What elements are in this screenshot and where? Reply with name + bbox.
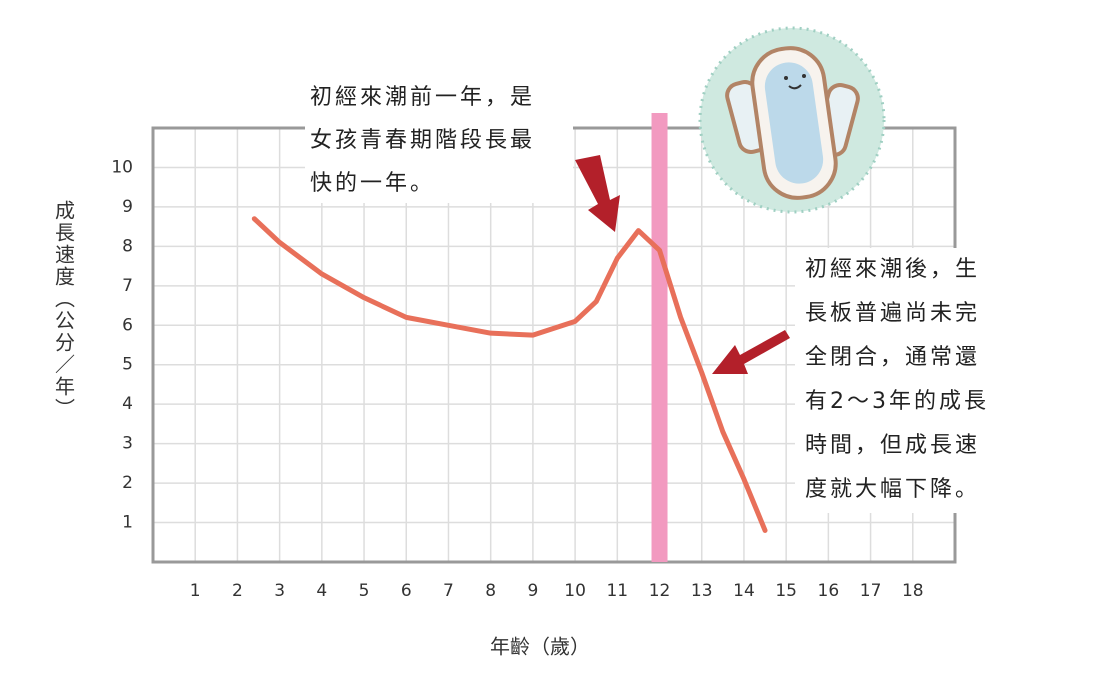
x-tick-label: 17 [860, 581, 882, 601]
annotation-text: 初經來潮前一年，是 [310, 85, 535, 110]
x-tick-label: 3 [274, 581, 285, 601]
x-tick-label: 2 [232, 581, 243, 601]
annotation-text: 度就大幅下降。 [805, 477, 980, 502]
x-tick-label: 6 [401, 581, 412, 601]
annotation-text: 有2～3年的成長 [805, 389, 989, 414]
x-tick-label: 5 [359, 581, 370, 601]
x-tick-label: 12 [649, 581, 671, 601]
annotation-text: 全閉合，通常還 [805, 345, 980, 370]
x-tick-label: 16 [818, 581, 840, 601]
annotation-box [305, 78, 573, 203]
x-axis-label: 年齡（歲） [490, 635, 590, 659]
annotation-text: 快的一年。 [310, 171, 435, 196]
y-tick-label: 4 [122, 394, 133, 414]
y-axis-label: 成長速度（公分／年） [52, 200, 76, 420]
x-tick-label: 13 [691, 581, 713, 601]
y-tick-label: 3 [122, 434, 133, 454]
y-tick-label: 10 [111, 157, 133, 177]
y-tick-label: 5 [122, 355, 133, 375]
x-tick-label: 9 [527, 581, 538, 601]
x-tick-label: 7 [443, 581, 454, 601]
y-tick-label: 1 [122, 513, 133, 533]
x-tick-label: 14 [733, 581, 755, 601]
x-tick-label: 15 [775, 581, 797, 601]
y-tick-label: 2 [122, 473, 133, 493]
y-tick-label: 7 [122, 276, 133, 296]
y-tick-label: 8 [122, 236, 133, 256]
arrows [575, 155, 790, 374]
annotation-text: 時間，但成長速 [805, 433, 980, 458]
annotation-box [795, 248, 1033, 513]
x-tick-label: 18 [902, 581, 924, 601]
data-line [251, 216, 768, 533]
pad-icon [698, 26, 886, 214]
x-tick-label: 10 [564, 581, 586, 601]
annotation-text: 女孩青春期階段長最 [310, 128, 535, 153]
x-tick-label: 1 [190, 581, 201, 601]
y-tick-label: 9 [122, 197, 133, 217]
x-tick-label: 4 [316, 581, 327, 601]
x-tick-label: 11 [606, 581, 628, 601]
highlight-band [651, 113, 668, 562]
annotation-text: 初經來潮後，生 [805, 257, 980, 282]
x-tick-label: 8 [485, 581, 496, 601]
y-tick-label: 6 [122, 315, 133, 335]
annotation-text: 長板普遍尚未完 [805, 301, 980, 326]
